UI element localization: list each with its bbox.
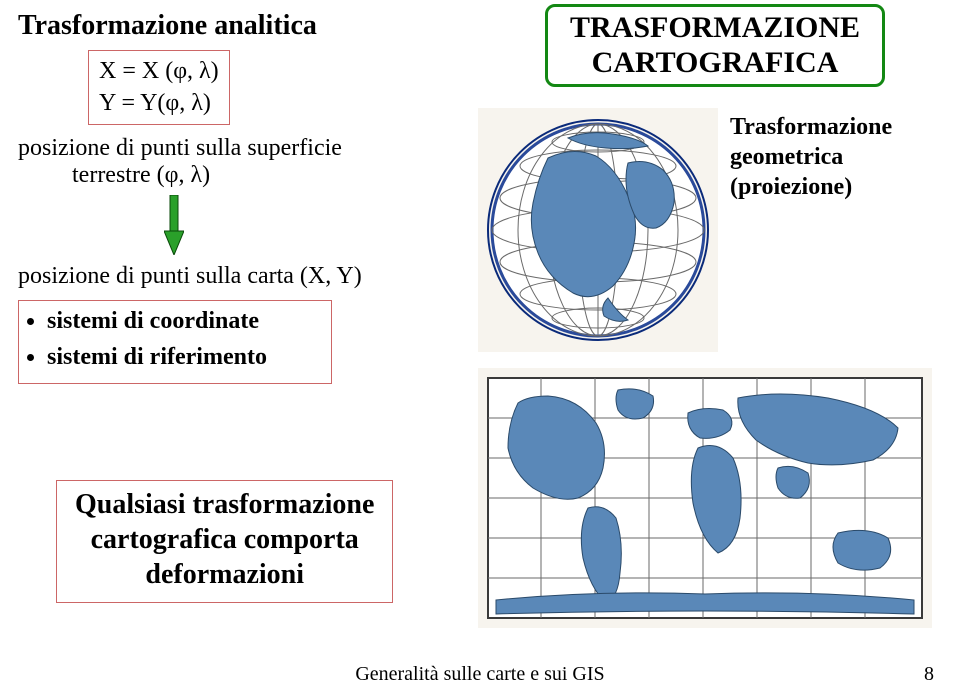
bottom-l1: Qualsiasi trasformazione: [75, 487, 374, 522]
pos-map-line: posizione di punti sulla carta (X, Y): [18, 263, 438, 290]
side-l1: Trasformazione: [730, 112, 950, 142]
right-title-l2: CARTOGRAFICA: [570, 46, 860, 81]
globe-image: [478, 108, 718, 352]
formula-box: X = X (φ, λ) Y = Y(φ, λ): [88, 50, 230, 125]
right-title-wrap: TRASFORMAZIONE CARTOGRAFICA: [490, 4, 940, 87]
flat-map-image: [478, 368, 932, 628]
side-l3: (proiezione): [730, 172, 950, 202]
left-title: Trasformazione analitica: [18, 10, 438, 42]
pos-earth-line2: terrestre (φ, λ): [72, 162, 438, 189]
pos-earth-line1: posizione di punti sulla superficie: [18, 135, 438, 162]
right-title-l1: TRASFORMAZIONE: [570, 11, 860, 46]
formula-y: Y = Y(φ, λ): [99, 87, 219, 119]
slide-page: Trasformazione analitica X = X (φ, λ) Y …: [0, 0, 960, 696]
systems-box: sistemi di coordinate sistemi di riferim…: [18, 300, 332, 384]
bottom-l2: cartografica comporta: [75, 522, 374, 557]
down-arrow-icon: [164, 195, 184, 255]
right-side-text: Trasformazione geometrica (proiezione): [730, 112, 950, 202]
bottom-statement-box: Qualsiasi trasformazione cartografica co…: [56, 480, 393, 603]
systems-item-1: sistemi di coordinate: [47, 303, 325, 339]
systems-item-2: sistemi di riferimento: [47, 339, 325, 375]
footer-caption: Generalità sulle carte e sui GIS: [0, 663, 960, 686]
right-title-box: TRASFORMAZIONE CARTOGRAFICA: [545, 4, 885, 87]
bottom-l3: deformazioni: [75, 557, 374, 592]
footer-page-number: 8: [924, 663, 934, 686]
left-column: Trasformazione analitica X = X (φ, λ) Y …: [18, 10, 438, 384]
side-l2: geometrica: [730, 142, 950, 172]
formula-x: X = X (φ, λ): [99, 55, 219, 87]
